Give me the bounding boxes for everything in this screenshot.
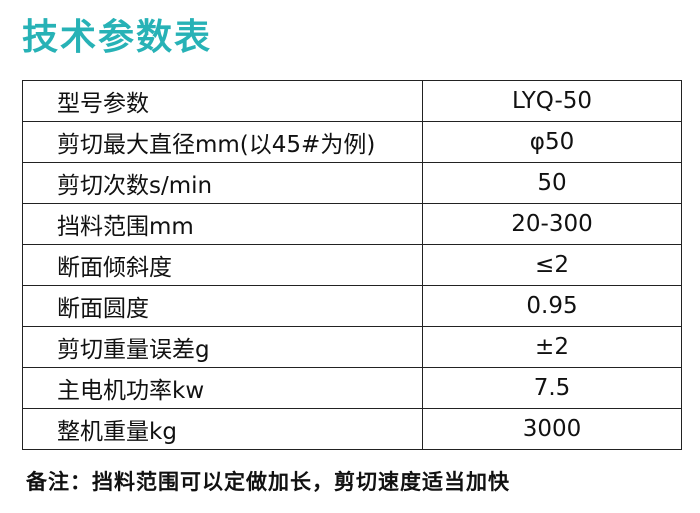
table-row: 主电机功率kw 7.5 — [22, 367, 682, 409]
parameter-name: 主电机功率kw — [22, 367, 423, 409]
table-row: 剪切最大直径mm(以45#为例) φ50 — [22, 121, 682, 163]
parameter-value: 0.95 — [422, 285, 682, 327]
table-row: 断面圆度 0.95 — [22, 285, 682, 327]
spec-table: 型号参数 LYQ-50 剪切最大直径mm(以45#为例) φ50 剪切次数s/min 50… — [22, 80, 682, 450]
note: 备注：挡料范围可以定做加长，剪切速度适当加快 — [26, 470, 510, 494]
table-row: 剪切次数s/min 50 — [22, 162, 682, 204]
parameter-name: 整机重量kg — [22, 408, 423, 450]
parameter-name: 剪切重量误差g — [22, 326, 423, 368]
parameter-value: 20-300 — [422, 203, 682, 245]
table-row: 断面倾斜度 ≤2 — [22, 244, 682, 286]
parameter-value: 7.5 — [422, 367, 682, 409]
parameter-value: 3000 — [422, 408, 682, 450]
title: 技术参数表 — [22, 17, 213, 58]
parameter-value: ±2 — [422, 326, 682, 368]
parameter-value: ≤2 — [422, 244, 682, 286]
parameter-name: 型号参数 — [22, 80, 423, 122]
parameter-value: φ50 — [422, 121, 682, 163]
table-row: 挡料范围mm 20-300 — [22, 203, 682, 245]
parameter-name: 挡料范围mm — [22, 203, 423, 245]
parameter-value: 50 — [422, 162, 682, 204]
parameter-value: LYQ-50 — [422, 80, 682, 122]
parameter-name: 剪切次数s/min — [22, 162, 423, 204]
parameter-name: 断面圆度 — [22, 285, 423, 327]
table-row: 整机重量kg 3000 — [22, 408, 682, 450]
parameter-name: 断面倾斜度 — [22, 244, 423, 286]
table-row: 型号参数 LYQ-50 — [22, 80, 682, 122]
parameter-name: 剪切最大直径mm(以45#为例) — [22, 121, 423, 163]
table-row: 剪切重量误差g ±2 — [22, 326, 682, 368]
